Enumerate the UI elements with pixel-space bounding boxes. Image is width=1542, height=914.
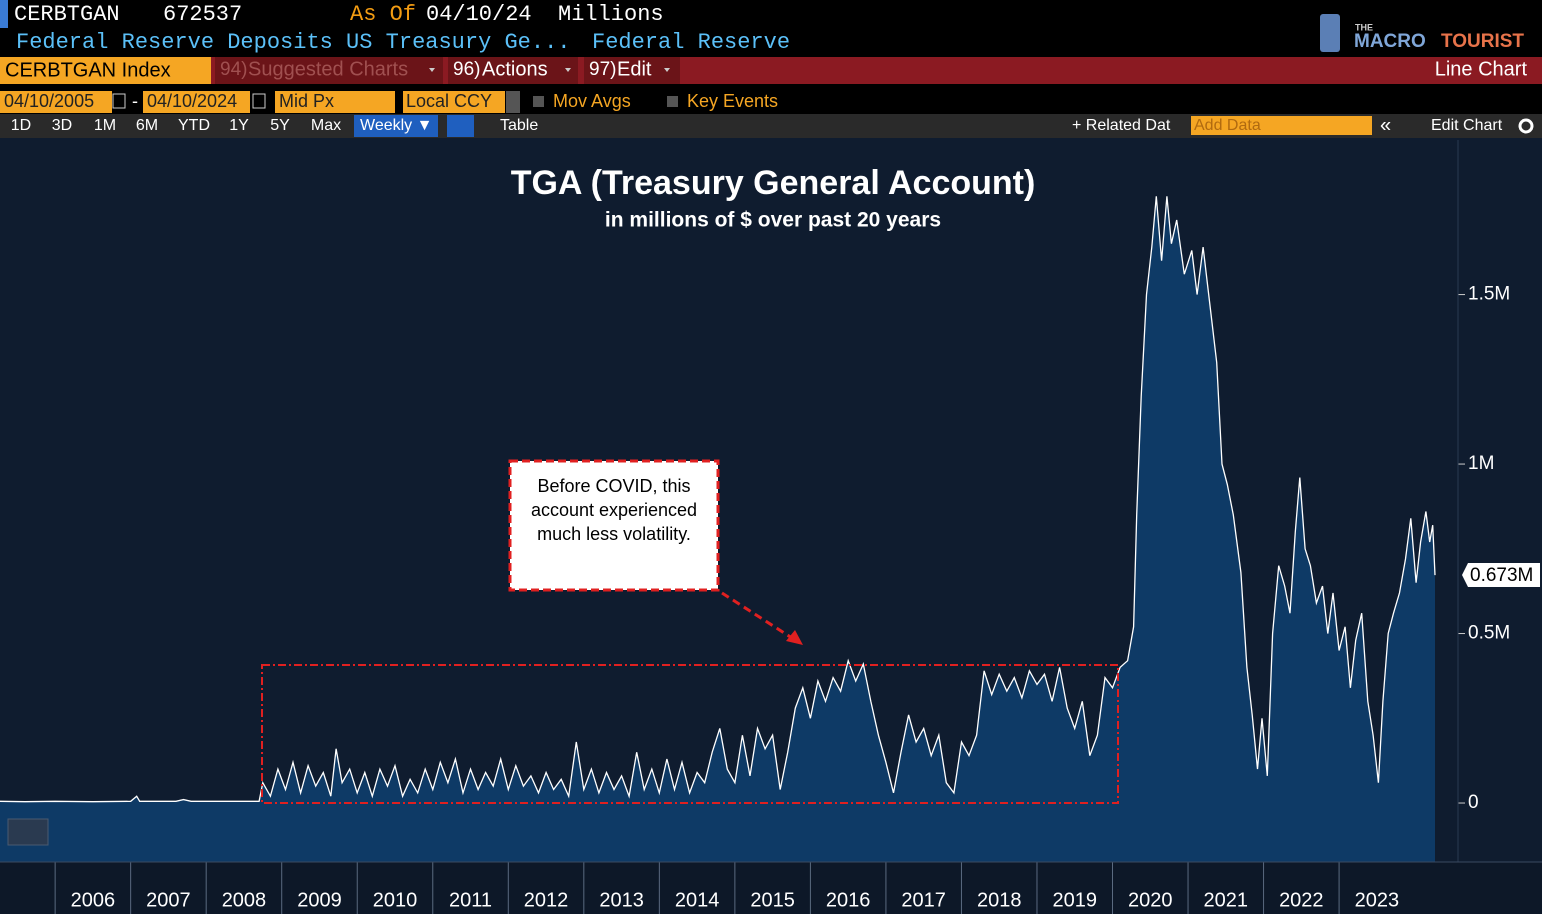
periods: 1D 3D 1M 6M YTD 1Y 5Y Max: [11, 117, 341, 134]
checkbox[interactable]: [533, 96, 544, 107]
as-of-label: As Of: [350, 2, 416, 27]
input-box[interactable]: [275, 91, 395, 113]
source: Federal Reserve: [592, 30, 790, 55]
chart-type: Line Chart: [1435, 58, 1528, 80]
dropdown[interactable]: [506, 91, 520, 113]
menu-box[interactable]: [215, 57, 443, 84]
chart-icon[interactable]: [447, 115, 474, 137]
units: Millions: [558, 2, 664, 27]
last-value: 672537: [163, 2, 242, 27]
y-tick-label: 1M: [1468, 453, 1494, 474]
y-tick-label: 1.5M: [1468, 284, 1510, 305]
x-tick-label: 2017: [901, 889, 946, 911]
calendar-icon[interactable]: [252, 93, 266, 109]
marker: [0, 0, 8, 28]
y-tick-label: 0: [1468, 792, 1479, 813]
logo-brand: MACRO: [1354, 31, 1426, 52]
table-button[interactable]: Table: [500, 117, 538, 134]
period-button[interactable]: 1M: [94, 117, 116, 134]
security: CERBTGAN Index: [5, 59, 171, 81]
plot: 2006 2007 2008 2009 2010 2011 2012 2013 2014 2015…: [0, 196, 1540, 914]
description: Federal Reserve Deposits US Treasury Ge.…: [16, 30, 571, 55]
x-tick-label: 2019: [1052, 889, 1097, 911]
ticker: CERBTGAN: [14, 2, 120, 27]
menu-label: Actions: [482, 58, 548, 80]
end-date: 04/10/2024: [147, 91, 237, 111]
x-tick-label: 2021: [1204, 889, 1249, 911]
annotation-wrap: Before COVID, this account experienced m…: [530, 476, 698, 544]
checkbox[interactable]: [667, 96, 678, 107]
calendar-icon[interactable]: [112, 93, 126, 109]
highlight-box: [261, 664, 1119, 804]
x-tick-label: 2016: [826, 889, 871, 911]
menu-label: Suggested Charts: [248, 58, 408, 80]
input-box[interactable]: [143, 91, 250, 113]
input-box[interactable]: [403, 91, 505, 113]
field: Mid Px: [279, 91, 334, 111]
chart-title: TGA (Treasury General Account): [511, 164, 1036, 202]
menu-num: 94): [220, 59, 247, 80]
edit-chart[interactable]: Edit Chart: [1431, 117, 1503, 134]
period-button[interactable]: 5Y: [270, 117, 290, 134]
x-tick-label: 2014: [675, 889, 720, 911]
menu-box[interactable]: [584, 57, 680, 84]
start-date: 04/10/2005: [4, 91, 94, 111]
menu-box[interactable]: [448, 57, 578, 84]
last-value-box: [1462, 563, 1540, 588]
related-data[interactable]: + Related Dat: [1072, 117, 1171, 134]
line: [0, 196, 1436, 803]
x-tick-label: 2013: [599, 889, 644, 911]
chart-tool[interactable]: [7, 818, 49, 846]
logo-icon: [1320, 14, 1340, 52]
x-tick-label: 2018: [977, 889, 1022, 911]
period-button[interactable]: 1Y: [229, 117, 249, 134]
period-button[interactable]: 6M: [136, 117, 158, 134]
x-tick-label: 2022: [1279, 889, 1324, 911]
x-tick-label: 2007: [146, 889, 191, 911]
y-tick-label: 0.5M: [1468, 623, 1510, 644]
period-button[interactable]: Max: [311, 117, 341, 134]
menu-label: Edit: [617, 58, 652, 80]
security-box[interactable]: [0, 57, 211, 84]
frequency: Weekly ▼: [360, 117, 432, 134]
logo-brand: TOURIST: [1441, 31, 1524, 52]
period-button[interactable]: 1D: [11, 117, 31, 134]
x-tick-label: 2012: [524, 889, 569, 911]
input-box[interactable]: [1191, 116, 1372, 135]
x-tick-label: 2009: [297, 889, 342, 911]
arrow-head: [786, 630, 803, 645]
currency: Local CCY: [406, 91, 492, 111]
x-axis-area: [0, 862, 1542, 914]
annotation: Before COVID, this account experienced m…: [530, 476, 698, 544]
logo-small: THE: [1355, 22, 1373, 32]
x-tick-label: 2020: [1128, 889, 1173, 911]
x-tick-label: 2006: [71, 889, 116, 911]
annotation-box: [508, 459, 720, 592]
area: [0, 196, 1435, 863]
x-tick-label: 2023: [1355, 889, 1400, 911]
period-button[interactable]: YTD: [178, 117, 210, 134]
back[interactable]: «: [1380, 114, 1391, 136]
add-data: Add Data: [1194, 117, 1261, 134]
mov-avgs: Mov Avgs: [553, 91, 631, 111]
x-tick-label: 2015: [750, 889, 795, 911]
as-of-date: 04/10/24: [426, 2, 532, 27]
x-tick-label: 2008: [222, 889, 267, 911]
chart-subtitle: in millions of $ over past 20 years: [605, 209, 941, 232]
x-tick-label: 2011: [449, 889, 492, 911]
frequency-box[interactable]: [354, 115, 438, 137]
x-tick-label: 2010: [373, 889, 418, 911]
arrow: [721, 591, 793, 640]
date-dash: -: [132, 91, 138, 111]
period-button[interactable]: 3D: [52, 117, 72, 134]
menu-num: 96): [453, 59, 480, 80]
key-events: Key Events: [687, 91, 778, 111]
last-value-label: 0.673M: [1470, 565, 1533, 586]
gear[interactable]: [1518, 118, 1534, 134]
input-box[interactable]: [0, 91, 112, 113]
menu-num: 97): [589, 59, 616, 80]
